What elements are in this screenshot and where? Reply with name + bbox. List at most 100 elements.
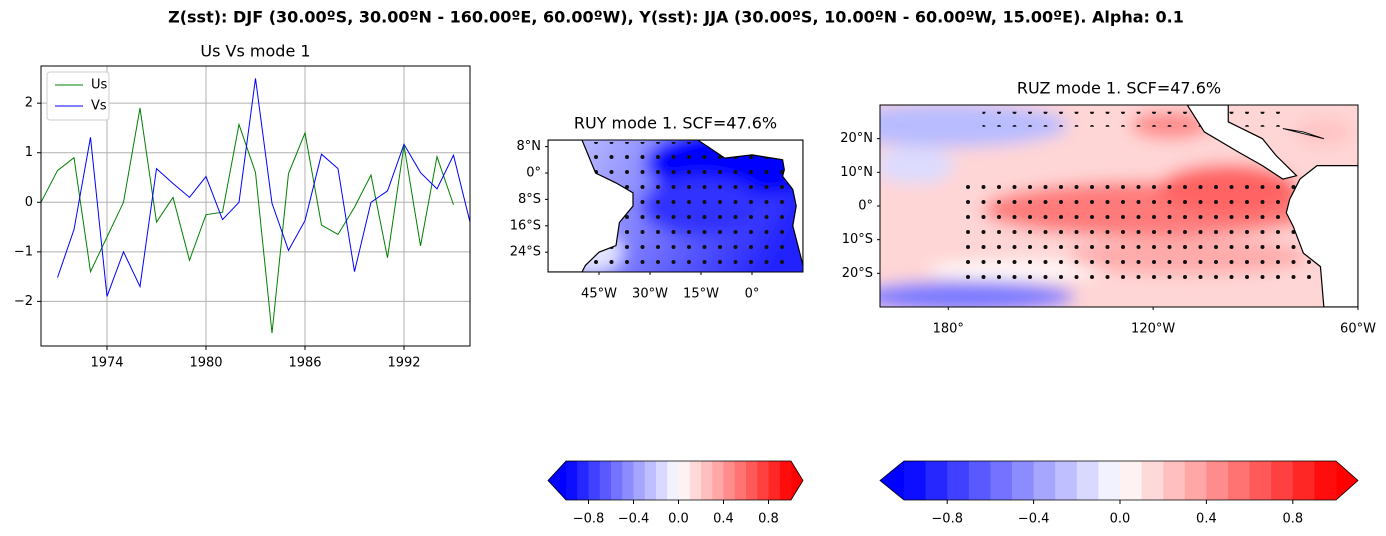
y-tick-label: −2 — [14, 294, 33, 309]
y-tick-label: −1 — [14, 244, 33, 259]
legend-box — [46, 71, 110, 121]
x-tick-label: 180° — [933, 322, 964, 337]
colorbar-segment — [947, 461, 970, 500]
colorbar-extend — [791, 461, 803, 500]
land — [1186, 105, 1298, 180]
map-field — [548, 140, 803, 272]
x-tick-label: 30°W — [632, 287, 668, 302]
colorbar-segment — [667, 461, 679, 500]
x-tick-label: −0.4 — [1018, 512, 1050, 527]
colorbar-segment — [689, 461, 702, 500]
legend-label: Us — [91, 78, 108, 93]
axes-frame — [40, 65, 471, 347]
x-tick-label: 1992 — [387, 356, 420, 371]
chart-title: RUY mode 1. SCF=47.6% — [574, 114, 777, 133]
y-tick-label: 24°S — [510, 245, 541, 260]
colorbar-segment — [990, 461, 1013, 500]
colorbar-segment — [1098, 461, 1121, 500]
y-tick-label: 0° — [858, 199, 873, 214]
legend-label: Vs — [91, 99, 107, 114]
x-tick-label: −0.8 — [573, 512, 605, 527]
land — [1282, 128, 1325, 140]
colorbar-segment — [712, 461, 724, 500]
colorbar-segment — [1141, 461, 1164, 500]
dots — [958, 175, 1324, 284]
y-tick-label: 2 — [25, 96, 33, 111]
dots — [982, 111, 1290, 127]
x-tick-label: 45°W — [581, 287, 617, 302]
chart-title: Us Vs mode 1 — [200, 42, 310, 61]
colorbar-segment — [1033, 461, 1056, 500]
x-tick-label: 1986 — [288, 356, 321, 371]
chart-title: RUZ mode 1. SCF=47.6% — [1017, 79, 1221, 98]
colorbar-segment — [925, 461, 948, 500]
colorbar-segment — [1055, 461, 1078, 500]
colorbar-segment — [768, 461, 781, 500]
colorbar-segment — [656, 461, 668, 500]
land — [696, 140, 803, 266]
colorbar-segment — [734, 461, 747, 500]
colorbar-segment — [577, 461, 589, 500]
x-tick-label: 120°W — [1131, 322, 1175, 337]
x-tick-label: 0.8 — [758, 512, 779, 527]
field-blob — [880, 147, 955, 184]
colorbar-extend — [1336, 461, 1358, 500]
colorbar-segment — [1184, 461, 1207, 500]
x-tick-label: 0° — [745, 287, 760, 302]
land — [548, 140, 634, 272]
y-tick-label: 8°S — [518, 192, 541, 207]
field-blob — [880, 280, 1076, 307]
colorbar-segment — [1163, 461, 1186, 500]
x-tick-label: 0.4 — [713, 512, 734, 527]
x-tick-label: 15°W — [683, 287, 719, 302]
colorbar-segment — [1271, 461, 1294, 500]
x-tick-label: 0.0 — [1110, 512, 1131, 527]
colorbar-segment — [757, 461, 769, 500]
y-tick-label: 0° — [526, 166, 541, 181]
x-tick-label: 1980 — [189, 356, 222, 371]
colorbar-segment — [1292, 461, 1315, 500]
y-tick-label: 8°N — [517, 139, 542, 154]
y-tick-label: 20°S — [842, 266, 873, 281]
colorbar-segment — [678, 461, 691, 500]
colorbar-segment — [611, 461, 623, 500]
field-blob — [1293, 117, 1354, 146]
colorbar-segment — [633, 461, 646, 500]
y-tick-label: 16°S — [510, 218, 541, 233]
x-tick-label: 0.0 — [668, 512, 689, 527]
colorbar-segment — [599, 461, 612, 500]
map-field — [880, 105, 1358, 307]
colorbar-extend — [880, 461, 904, 500]
y-tick-label: 10°N — [840, 165, 873, 180]
series-line — [41, 108, 454, 334]
colorbar-extend — [548, 461, 566, 500]
colorbar-segment — [1314, 461, 1337, 500]
colorbar-segment — [904, 461, 927, 500]
colorbar-segment — [644, 461, 657, 500]
x-tick-label: −0.8 — [931, 512, 963, 527]
colorbar-segment — [1120, 461, 1143, 500]
x-tick-label: 0.8 — [1282, 512, 1303, 527]
colorbar-segment — [968, 461, 991, 500]
y-tick-label: 1 — [25, 145, 33, 160]
colorbar-outline — [879, 460, 1359, 501]
y-tick-label: 20°N — [840, 131, 873, 146]
figure-title: Z(sst): DJF (30.00ºS, 30.00ºN - 160.00ºE… — [168, 8, 1184, 27]
colorbar-segment — [566, 461, 578, 500]
colorbar-segment — [1012, 461, 1035, 500]
colorbar-segment — [622, 461, 634, 500]
colorbar-segment — [746, 461, 758, 500]
colorbar-outline — [547, 460, 804, 501]
colorbar-segment — [1076, 461, 1099, 500]
x-tick-label: 60°W — [1340, 322, 1376, 337]
colorbar-segment — [588, 461, 601, 500]
colorbar-segment — [1249, 461, 1272, 500]
axes-frame — [547, 139, 804, 273]
colorbar-segment — [701, 461, 713, 500]
colorbar-segment — [1206, 461, 1229, 500]
y-tick-label: 0 — [25, 195, 33, 210]
colorbar-segment — [779, 461, 792, 500]
colorbar-segment — [1228, 461, 1251, 500]
x-tick-label: −0.4 — [618, 512, 650, 527]
